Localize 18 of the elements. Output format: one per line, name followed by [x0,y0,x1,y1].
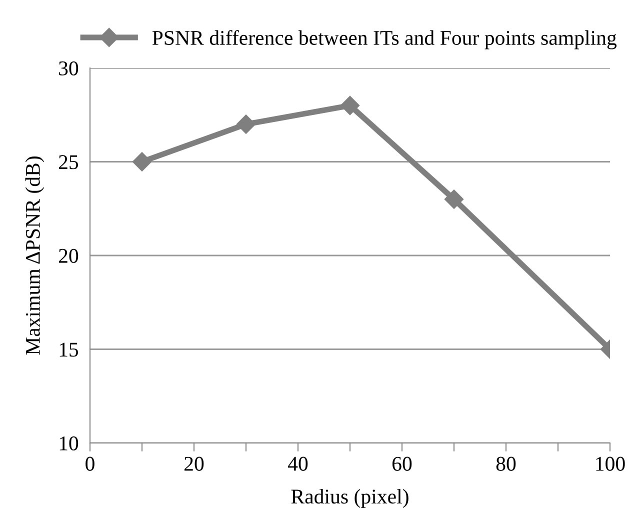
point [340,96,360,116]
x-tick-label: 0 [86,456,94,471]
x-tick-label: 40 [288,456,308,471]
x-axis-title: Radius (pixel) [291,488,408,508]
point [236,114,256,134]
y-axis-title: Maximum ΔPSNR (dB) [25,156,44,355]
x-tick-label: 100 [596,456,625,471]
y-tick-label: 30 [59,61,78,76]
x-tick-label: 80 [496,456,516,471]
x-tick-label: 20 [184,456,204,471]
y-tick-label: 10 [60,436,78,450]
x-tick-label: 60 [392,456,412,471]
y-tick-label: 20 [58,248,78,263]
y-tick-label: 25 [58,155,78,170]
legend-label: PSNR difference between ITs and Four points sampling [152,30,617,50]
y-tick-label: 15 [60,342,78,357]
point [132,152,152,172]
point [444,190,464,209]
